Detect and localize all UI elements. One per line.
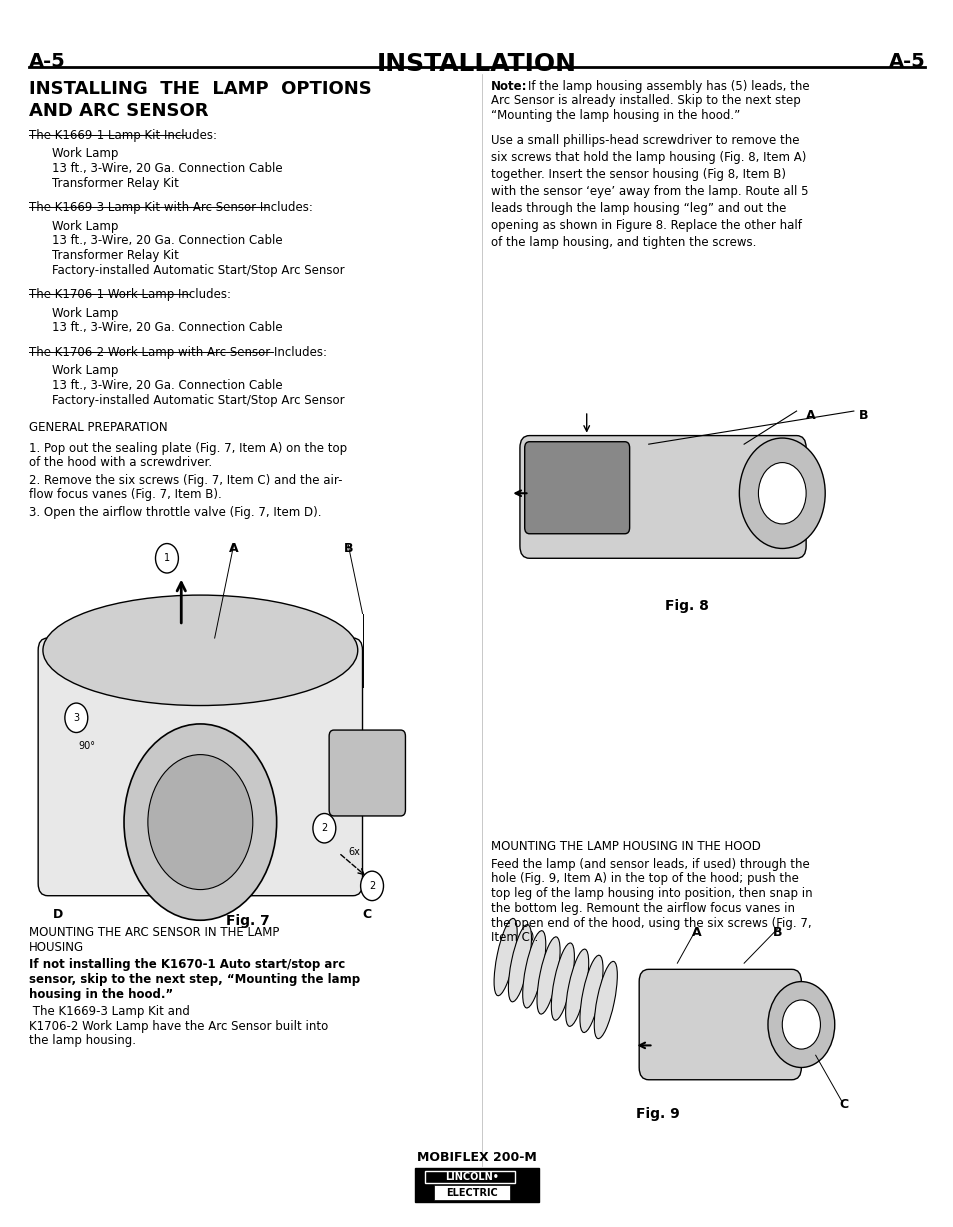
Text: 2: 2 bbox=[321, 823, 327, 833]
Text: sensor, skip to the next step, “Mounting the lamp: sensor, skip to the next step, “Mounting… bbox=[29, 973, 359, 987]
Ellipse shape bbox=[43, 595, 357, 706]
Text: 1. Pop out the sealing plate (Fig. 7, Item A) on the top: 1. Pop out the sealing plate (Fig. 7, It… bbox=[29, 442, 346, 455]
Circle shape bbox=[65, 703, 88, 733]
Text: “Mounting the lamp housing in the hood.”: “Mounting the lamp housing in the hood.” bbox=[491, 109, 740, 123]
Text: ELECTRIC: ELECTRIC bbox=[446, 1188, 497, 1198]
Ellipse shape bbox=[551, 944, 574, 1020]
Text: MOUNTING THE LAMP HOUSING IN THE HOOD: MOUNTING THE LAMP HOUSING IN THE HOOD bbox=[491, 840, 760, 854]
Text: Note:: Note: bbox=[491, 80, 527, 93]
Text: A-5: A-5 bbox=[887, 52, 924, 70]
Text: Factory-installed Automatic Start/Stop Arc Sensor: Factory-installed Automatic Start/Stop A… bbox=[52, 394, 345, 407]
Text: B: B bbox=[772, 926, 781, 940]
Text: Feed the lamp (and sensor leads, if used) through the: Feed the lamp (and sensor leads, if used… bbox=[491, 858, 809, 871]
Text: Use a small phillips-head screwdriver to remove the
six screws that hold the lam: Use a small phillips-head screwdriver to… bbox=[491, 134, 808, 249]
Text: The K1706-1 Work Lamp Includes:: The K1706-1 Work Lamp Includes: bbox=[29, 288, 231, 302]
Text: Arc Sensor is already installed. Skip to the next step: Arc Sensor is already installed. Skip to… bbox=[491, 94, 801, 108]
Circle shape bbox=[758, 463, 805, 524]
Ellipse shape bbox=[508, 925, 531, 1001]
Text: Fig. 7: Fig. 7 bbox=[226, 914, 270, 928]
Circle shape bbox=[155, 544, 178, 573]
Text: C: C bbox=[362, 908, 372, 921]
Text: HOUSING: HOUSING bbox=[29, 941, 84, 955]
Text: flow focus vanes (Fig. 7, Item B).: flow focus vanes (Fig. 7, Item B). bbox=[29, 488, 221, 502]
FancyBboxPatch shape bbox=[639, 969, 801, 1080]
Circle shape bbox=[767, 982, 834, 1067]
Text: LINCOLN•: LINCOLN• bbox=[445, 1172, 498, 1182]
FancyBboxPatch shape bbox=[415, 1168, 538, 1202]
Ellipse shape bbox=[579, 956, 602, 1032]
Text: The K1669-3 Lamp Kit with Arc Sensor Includes:: The K1669-3 Lamp Kit with Arc Sensor Inc… bbox=[29, 201, 313, 215]
Text: Work Lamp: Work Lamp bbox=[52, 220, 119, 233]
Text: Transformer Relay Kit: Transformer Relay Kit bbox=[52, 177, 179, 190]
Text: 13 ft., 3-Wire, 20 Ga. Connection Cable: 13 ft., 3-Wire, 20 Ga. Connection Cable bbox=[52, 321, 283, 335]
Text: of the hood with a screwdriver.: of the hood with a screwdriver. bbox=[29, 456, 212, 470]
Text: A: A bbox=[805, 409, 815, 422]
Text: Work Lamp: Work Lamp bbox=[52, 307, 119, 320]
Text: B: B bbox=[343, 542, 353, 556]
Text: top leg of the lamp housing into position, then snap in: top leg of the lamp housing into positio… bbox=[491, 887, 812, 901]
FancyBboxPatch shape bbox=[38, 638, 362, 896]
Text: hole (Fig. 9, Item A) in the top of the hood; push the: hole (Fig. 9, Item A) in the top of the … bbox=[491, 872, 799, 886]
Text: the lamp housing.: the lamp housing. bbox=[29, 1034, 135, 1048]
Text: B: B bbox=[858, 409, 867, 422]
FancyBboxPatch shape bbox=[519, 436, 805, 558]
Circle shape bbox=[148, 755, 253, 890]
Text: 2: 2 bbox=[369, 881, 375, 891]
Text: A: A bbox=[229, 542, 238, 556]
Text: INSTALLATION: INSTALLATION bbox=[376, 52, 577, 76]
Circle shape bbox=[313, 814, 335, 843]
Text: 13 ft., 3-Wire, 20 Ga. Connection Cable: 13 ft., 3-Wire, 20 Ga. Connection Cable bbox=[52, 162, 283, 175]
FancyBboxPatch shape bbox=[424, 1171, 515, 1183]
Circle shape bbox=[739, 438, 824, 548]
Text: C: C bbox=[839, 1098, 848, 1112]
Text: MOUNTING THE ARC SENSOR IN THE LAMP: MOUNTING THE ARC SENSOR IN THE LAMP bbox=[29, 926, 278, 940]
Text: The K1669-3 Lamp Kit and: The K1669-3 Lamp Kit and bbox=[29, 1005, 190, 1018]
Text: 3. Open the airflow throttle valve (Fig. 7, Item D).: 3. Open the airflow throttle valve (Fig.… bbox=[29, 506, 321, 519]
FancyBboxPatch shape bbox=[434, 1185, 510, 1200]
Text: the bottom leg. Remount the airflow focus vanes in: the bottom leg. Remount the airflow focu… bbox=[491, 902, 795, 915]
Text: The K1669-1 Lamp Kit Includes:: The K1669-1 Lamp Kit Includes: bbox=[29, 129, 216, 142]
Text: 90°: 90° bbox=[78, 741, 95, 751]
Text: the open end of the hood, using the six screws (Fig. 7,: the open end of the hood, using the six … bbox=[491, 917, 811, 930]
Text: 2. Remove the six screws (Fig. 7, Item C) and the air-: 2. Remove the six screws (Fig. 7, Item C… bbox=[29, 474, 342, 487]
Text: If the lamp housing assembly has (5) leads, the: If the lamp housing assembly has (5) lea… bbox=[527, 80, 808, 93]
Text: GENERAL PREPARATION: GENERAL PREPARATION bbox=[29, 421, 167, 434]
Text: Fig. 9: Fig. 9 bbox=[636, 1107, 679, 1120]
Text: Work Lamp: Work Lamp bbox=[52, 364, 119, 378]
Text: A-5: A-5 bbox=[29, 52, 66, 70]
Ellipse shape bbox=[537, 937, 559, 1014]
Circle shape bbox=[360, 871, 383, 901]
Text: A: A bbox=[691, 926, 700, 940]
Ellipse shape bbox=[594, 962, 617, 1038]
Text: D: D bbox=[52, 908, 63, 921]
Text: The K1706-2 Work Lamp with Arc Sensor Includes:: The K1706-2 Work Lamp with Arc Sensor In… bbox=[29, 346, 326, 360]
Ellipse shape bbox=[565, 950, 588, 1026]
Text: Fig. 8: Fig. 8 bbox=[664, 599, 708, 612]
Text: Transformer Relay Kit: Transformer Relay Kit bbox=[52, 249, 179, 263]
Text: 13 ft., 3-Wire, 20 Ga. Connection Cable: 13 ft., 3-Wire, 20 Ga. Connection Cable bbox=[52, 234, 283, 248]
Text: If not installing the K1670-1 Auto start/stop arc: If not installing the K1670-1 Auto start… bbox=[29, 958, 344, 972]
Circle shape bbox=[781, 1000, 820, 1049]
Circle shape bbox=[124, 724, 276, 920]
Text: 6x: 6x bbox=[348, 847, 359, 856]
Text: Item C).: Item C). bbox=[491, 931, 538, 945]
Text: 13 ft., 3-Wire, 20 Ga. Connection Cable: 13 ft., 3-Wire, 20 Ga. Connection Cable bbox=[52, 379, 283, 393]
FancyBboxPatch shape bbox=[524, 442, 629, 534]
Ellipse shape bbox=[494, 919, 517, 995]
Text: housing in the hood.”: housing in the hood.” bbox=[29, 988, 172, 1001]
Text: Work Lamp: Work Lamp bbox=[52, 147, 119, 161]
Text: 1: 1 bbox=[164, 553, 170, 563]
Text: 3: 3 bbox=[73, 713, 79, 723]
Text: MOBIFLEX 200-M: MOBIFLEX 200-M bbox=[416, 1151, 537, 1164]
Text: K1706-2 Work Lamp have the Arc Sensor built into: K1706-2 Work Lamp have the Arc Sensor bu… bbox=[29, 1020, 328, 1033]
Text: INSTALLING  THE  LAMP  OPTIONS
AND ARC SENSOR: INSTALLING THE LAMP OPTIONS AND ARC SENS… bbox=[29, 80, 371, 120]
Text: Factory-installed Automatic Start/Stop Arc Sensor: Factory-installed Automatic Start/Stop A… bbox=[52, 264, 345, 277]
Ellipse shape bbox=[522, 931, 545, 1007]
FancyBboxPatch shape bbox=[329, 730, 405, 816]
